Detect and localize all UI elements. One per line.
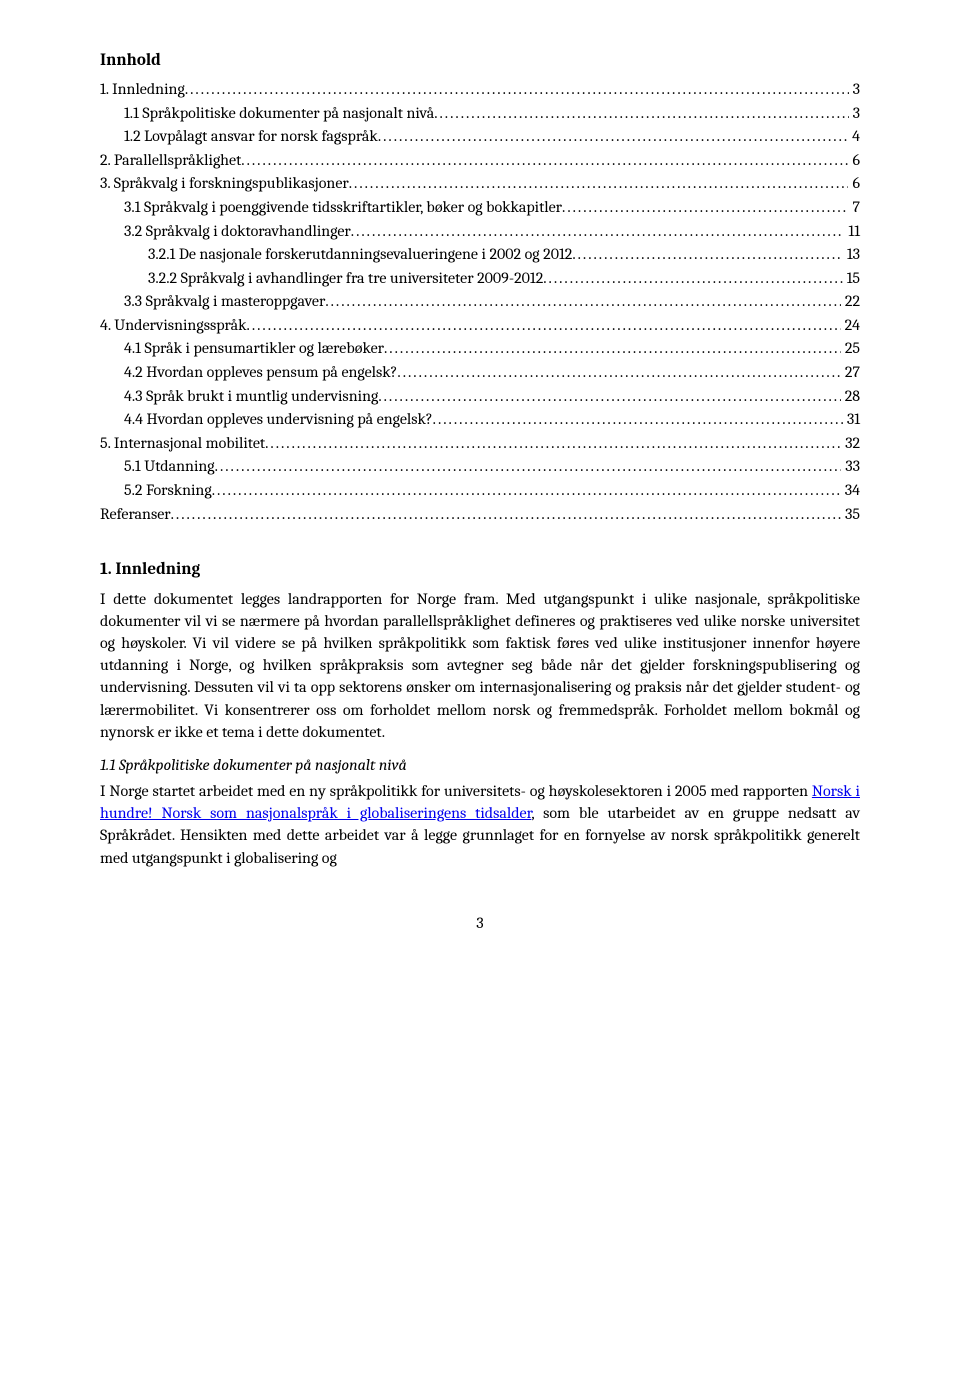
toc-entry-label: 3.2.1 De nasjonale forskerutdanningseval…	[148, 244, 572, 266]
toc-entry[interactable]: 1.1 Språkpolitiske dokumenter på nasjona…	[100, 103, 860, 125]
toc-dots	[325, 291, 841, 313]
toc-dots	[351, 221, 845, 243]
toc-entry-page: 34	[841, 480, 860, 502]
toc-entry[interactable]: 4.2 Hvordan oppleves pensum på engelsk? 2…	[100, 362, 860, 384]
toc-entry-label: 4.4 Hvordan oppleves undervisning på eng…	[124, 409, 433, 431]
toc-entry-label: 4.3 Språk brukt i muntlig undervisning	[124, 386, 378, 408]
toc-dots	[384, 338, 841, 360]
toc-entry-page: 4	[848, 126, 860, 148]
toc-entry-page: 7	[848, 197, 860, 219]
toc-entry-page: 6	[848, 173, 860, 195]
toc-title: Innhold	[100, 50, 860, 73]
toc-entry[interactable]: 3.2.1 De nasjonale forskerutdanningseval…	[100, 244, 860, 266]
toc-entry-page: 27	[841, 362, 860, 384]
toc-entry-page: 35	[841, 504, 860, 526]
toc-entry-page: 24	[841, 315, 860, 337]
toc-dots	[434, 103, 848, 125]
toc-entry[interactable]: 4.4 Hvordan oppleves undervisning på eng…	[100, 409, 860, 431]
toc-entry-label: 1.1 Språkpolitiske dokumenter på nasjona…	[124, 103, 434, 125]
toc-entry[interactable]: 3.2.2 Språkvalg i avhandlinger fra tre u…	[100, 268, 860, 290]
toc-entry-page: 13	[843, 244, 860, 266]
toc-entry-label: 1.2 Lovpålagt ansvar for norsk fagspråk	[124, 126, 378, 148]
toc-dots	[212, 480, 841, 502]
toc-entry-label: Referanser	[100, 504, 171, 526]
toc-block: 1. Innledning 3 1.1 Språkpolitiske dokumen…	[100, 79, 860, 525]
toc-entry[interactable]: 4.3 Språk brukt i muntlig undervisning 28	[100, 386, 860, 408]
toc-dots	[397, 362, 841, 384]
toc-entry-page: 28	[841, 386, 860, 408]
toc-entry-label: 4.2 Hvordan oppleves pensum på engelsk?	[124, 362, 397, 384]
toc-dots	[215, 456, 842, 478]
toc-dots	[349, 173, 849, 195]
toc-dots	[572, 244, 843, 266]
toc-entry[interactable]: 3.2 Språkvalg i doktoravhandlinger 11	[100, 221, 860, 243]
toc-dots	[433, 409, 843, 431]
toc-entry-page: 25	[841, 338, 860, 360]
toc-entry-label: 3. Språkvalg i forskningspublikasjoner	[100, 173, 349, 195]
toc-entry-label: 3.1 Språkvalg i poenggivende tidsskrifta…	[124, 197, 562, 219]
document-page: Innhold 1. Innledning 3 1.1 Språkpolitiske…	[0, 0, 960, 1383]
page-number: 3	[100, 913, 860, 935]
toc-entry-label: 4. Undervisningsspråk	[100, 315, 247, 337]
paragraph-subsection: I Norge startet arbeidet med en ny språk…	[100, 780, 860, 868]
toc-entry-label: 5.2 Forskning	[124, 480, 212, 502]
toc-entry-label: 3.2 Språkvalg i doktoravhandlinger	[124, 221, 351, 243]
toc-entry-label: 2. Parallellspråklighet	[100, 150, 241, 172]
toc-dots	[543, 268, 842, 290]
toc-dots	[378, 386, 840, 408]
toc-dots	[171, 504, 841, 526]
toc-entry-label: 1. Innledning	[100, 79, 185, 101]
toc-entry-page: 6	[848, 150, 860, 172]
toc-entry-page: 11	[844, 221, 860, 243]
toc-entry-page: 33	[841, 456, 860, 478]
toc-dots	[562, 197, 848, 219]
toc-entry-page: 22	[841, 291, 860, 313]
toc-entry[interactable]: 3. Språkvalg i forskningspublikasjoner 6	[100, 173, 860, 195]
toc-entry-page: 31	[843, 409, 860, 431]
toc-entry[interactable]: 1.2 Lovpålagt ansvar for norsk fagspråk 4	[100, 126, 860, 148]
toc-dots	[241, 150, 848, 172]
toc-entry[interactable]: 3.1 Språkvalg i poenggivende tidsskrifta…	[100, 197, 860, 219]
paragraph-intro: I dette dokumentet legges landrapporten …	[100, 588, 860, 743]
toc-dots	[247, 315, 841, 337]
toc-entry[interactable]: 5.2 Forskning 34	[100, 480, 860, 502]
toc-entry-label: 3.3 Språkvalg i masteroppgaver	[124, 291, 325, 313]
toc-entry[interactable]: 1. Innledning 3	[100, 79, 860, 101]
toc-entry[interactable]: 5.1 Utdanning 33	[100, 456, 860, 478]
toc-entry-label: 5.1 Utdanning	[124, 456, 215, 478]
toc-entry[interactable]: 3.3 Språkvalg i masteroppgaver 22	[100, 291, 860, 313]
toc-entry-label: 5. Internasjonal mobilitet	[100, 433, 265, 455]
toc-entry-page: 15	[843, 268, 860, 290]
toc-entry[interactable]: 5. Internasjonal mobilitet 32	[100, 433, 860, 455]
toc-entry-label: 4.1 Språk i pensumartikler og lærebøker	[124, 338, 384, 360]
toc-dots	[265, 433, 841, 455]
section-heading: 1. Innledning	[100, 559, 860, 582]
toc-entry-label: 3.2.2 Språkvalg i avhandlinger fra tre u…	[148, 268, 543, 290]
para2-pre: I Norge startet arbeidet med en ny språk…	[100, 782, 812, 800]
toc-entry-page: 3	[849, 103, 860, 125]
subsection-heading: 1.1 Språkpolitiske dokumenter på nasjona…	[100, 755, 860, 777]
toc-entry[interactable]: 2. Parallellspråklighet 6	[100, 150, 860, 172]
toc-entry-page: 32	[841, 433, 860, 455]
toc-dots	[185, 79, 849, 101]
toc-entry[interactable]: 4. Undervisningsspråk 24	[100, 315, 860, 337]
toc-entry[interactable]: 4.1 Språk i pensumartikler og lærebøker 2…	[100, 338, 860, 360]
toc-entry-page: 3	[849, 79, 860, 101]
toc-entry[interactable]: Referanser 35	[100, 504, 860, 526]
toc-dots	[378, 126, 848, 148]
